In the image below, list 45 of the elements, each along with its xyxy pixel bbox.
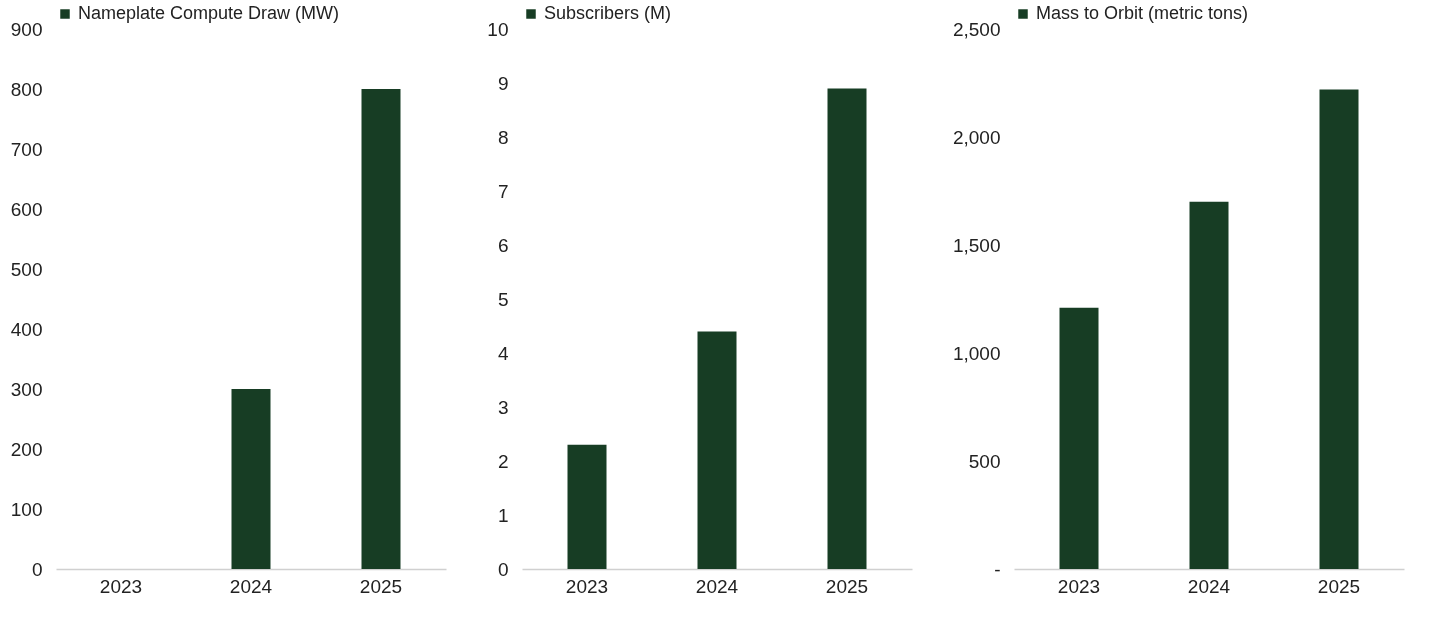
x-tick-label: 2024 <box>1187 575 1231 597</box>
y-tick-label: 0 <box>497 558 509 580</box>
y-tick-label: 500 <box>10 258 43 280</box>
legend-label: Subscribers (M) <box>544 3 672 23</box>
bar <box>827 88 867 569</box>
x-tick-label: 2025 <box>1317 575 1361 597</box>
x-tick-label: 2023 <box>565 575 609 597</box>
y-tick-label: 2,000 <box>952 126 1001 148</box>
y-tick-label: 9 <box>497 72 509 94</box>
y-tick-label: 5 <box>497 288 509 310</box>
y-tick-label: 600 <box>10 198 43 220</box>
bar <box>567 444 607 569</box>
y-tick-label: 1 <box>497 504 509 526</box>
y-tick-label: 0 <box>31 558 43 580</box>
bar <box>1319 89 1359 569</box>
y-tick-label: 2 <box>497 450 509 472</box>
legend-label: Nameplate Compute Draw (MW) <box>78 3 340 23</box>
y-tick-label: 100 <box>10 498 43 520</box>
y-tick-label: 900 <box>10 18 43 40</box>
bar <box>1189 201 1229 569</box>
y-tick-label: 400 <box>10 318 43 340</box>
x-tick-label: 2025 <box>359 575 403 597</box>
y-tick-label: 4 <box>497 342 509 364</box>
y-tick-label: 1,500 <box>952 234 1001 256</box>
legend-label: Mass to Orbit (metric tons) <box>1036 3 1249 23</box>
y-tick-label: 500 <box>968 450 1001 472</box>
x-tick-label: 2024 <box>229 575 273 597</box>
bar <box>1059 307 1099 569</box>
y-tick-label: 1,000 <box>952 342 1001 364</box>
y-tick-label: 700 <box>10 138 43 160</box>
y-tick-label: 800 <box>10 78 43 100</box>
x-tick-label: 2023 <box>99 575 143 597</box>
x-tick-label: 2024 <box>695 575 739 597</box>
x-tick-label: 2025 <box>825 575 869 597</box>
bar <box>697 331 737 569</box>
y-tick-label: 7 <box>497 180 509 202</box>
y-tick-label: 2,500 <box>952 18 1001 40</box>
y-tick-label: 10 <box>487 18 509 40</box>
y-tick-label: 3 <box>497 396 509 418</box>
y-tick-label: 200 <box>10 438 43 460</box>
y-tick-label: 8 <box>497 126 509 148</box>
x-tick-label: 2023 <box>1057 575 1101 597</box>
y-tick-label: 300 <box>10 378 43 400</box>
y-tick-label: 6 <box>497 234 509 256</box>
y-tick-label: - <box>994 558 1001 580</box>
